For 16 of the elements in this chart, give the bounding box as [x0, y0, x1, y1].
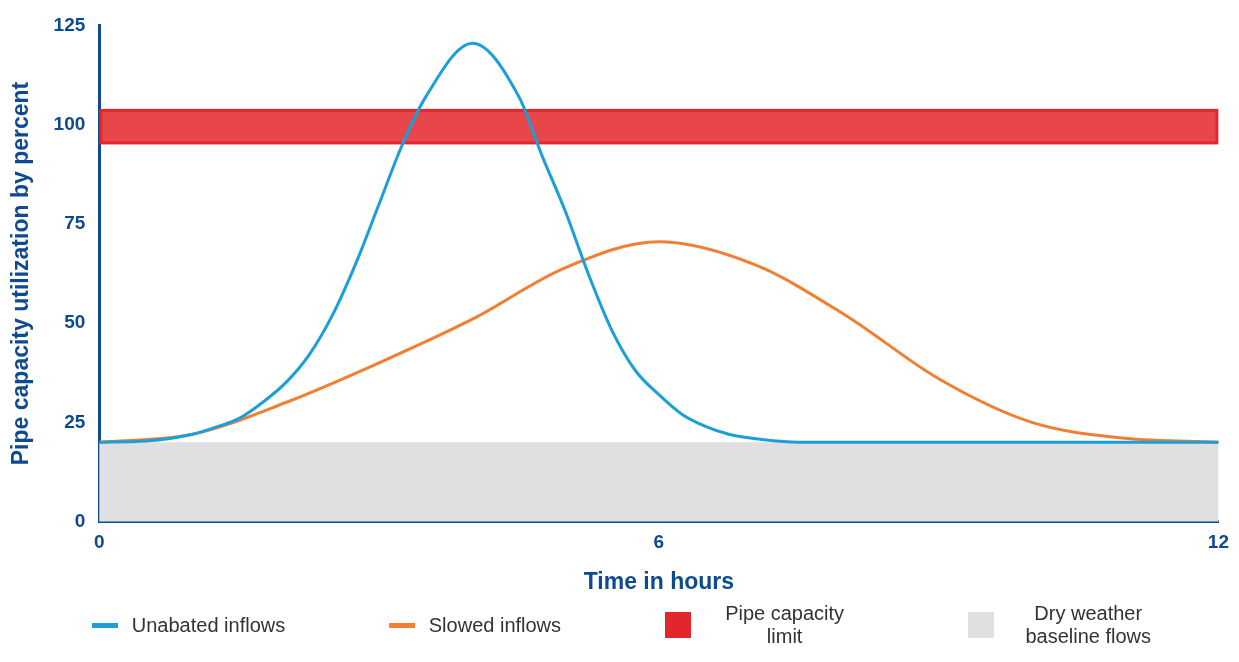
- y-tick-label: 100: [53, 112, 86, 134]
- legend-label: Pipe capacity limit: [724, 602, 846, 648]
- line-series: [99, 41, 1219, 444]
- x-tick-label: 0: [94, 531, 105, 553]
- y-tick-label: 50: [64, 311, 86, 333]
- x-tick-label: 6: [653, 531, 665, 553]
- y-axis-title: Pipe capacity utilization by percent: [7, 81, 34, 466]
- x-axis-title: Time in hours: [583, 567, 735, 594]
- legend-label: Slowed inflows: [428, 613, 562, 637]
- legend-label: Unabated inflows: [131, 613, 286, 637]
- legend-label: Dry weather baseline flows: [1024, 602, 1152, 648]
- y-tick-label: 0: [74, 509, 86, 531]
- y-tick-label: 75: [64, 212, 86, 234]
- x-tick-label: 12: [1207, 531, 1229, 553]
- y-tick-label: 25: [64, 410, 86, 432]
- y-tick-label: 125: [53, 13, 86, 35]
